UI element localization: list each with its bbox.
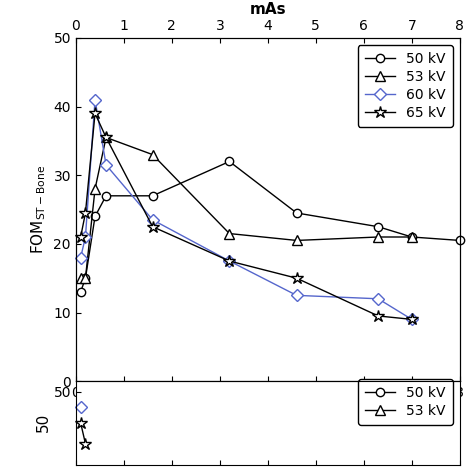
X-axis label: mAs: mAs (249, 409, 286, 424)
Legend: 50 kV, 53 kV: 50 kV, 53 kV (358, 379, 453, 425)
Y-axis label: 50: 50 (36, 413, 51, 432)
Y-axis label: FOM$_\mathregular{ST-Bone}$: FOM$_\mathregular{ST-Bone}$ (29, 165, 48, 254)
Legend: 50 kV, 53 kV, 60 kV, 65 kV: 50 kV, 53 kV, 60 kV, 65 kV (358, 45, 453, 127)
X-axis label: mAs: mAs (249, 1, 286, 17)
